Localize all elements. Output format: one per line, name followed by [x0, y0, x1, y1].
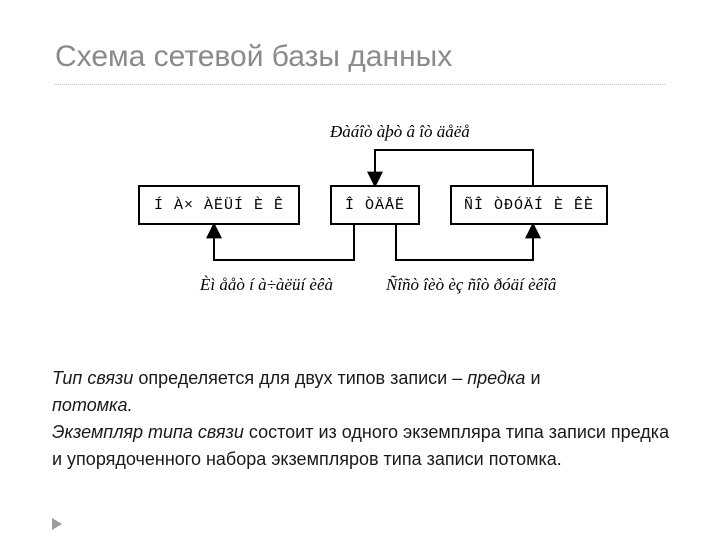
label-rabotayut-v-otdele: Ðàáîò àþò â îò äåëå	[330, 122, 470, 142]
node-label: ÑÎ ÒÐÓÄÍ È ÊÈ	[464, 197, 594, 214]
edge-n2-to-n1	[214, 225, 354, 260]
node-sotrudniki: ÑÎ ÒÐÓÄÍ È ÊÈ	[450, 185, 608, 225]
page-title: Схема сетевой базы данных	[55, 40, 452, 74]
term-ekzemplyar: Экземпляр типа связи	[52, 422, 244, 442]
term-potomka: потомка.	[52, 395, 133, 415]
network-db-diagram: Í À× ÀЁÜÍ È Ê Î ÒÄÅË ÑÎ ÒÐÓÄÍ È ÊÈ Ðàáîò…	[138, 110, 608, 335]
slide-marker-icon	[52, 518, 62, 530]
edge-n2-to-n3	[396, 225, 533, 260]
term-tip-svyazi: Тип связи	[52, 368, 133, 388]
label-imeet-nachalnika: Èì ååò í à÷àëüí èêà	[200, 275, 333, 295]
body-paragraph: Тип связи определяется для двух типов за…	[52, 365, 672, 473]
node-label: Í À× ÀЁÜÍ È Ê	[154, 197, 284, 214]
title-underline	[55, 84, 665, 85]
node-nachalnik: Í À× ÀЁÜÍ È Ê	[138, 185, 300, 225]
label-sostoit-iz-sotrudnikov: Ñîñò îèò èç ñîò ðóäí èêîâ	[386, 275, 556, 295]
body-span: определяется для двух типов записи –	[133, 368, 467, 388]
edge-n3-to-n2	[375, 150, 533, 185]
node-otdel: Î ÒÄÅË	[330, 185, 420, 225]
body-span: и	[525, 368, 540, 388]
node-label: Î ÒÄÅË	[345, 197, 405, 214]
slide: Схема сетевой базы данных Í À× ÀЁÜÍ È Ê …	[0, 0, 720, 540]
term-predka: предка	[467, 368, 525, 388]
